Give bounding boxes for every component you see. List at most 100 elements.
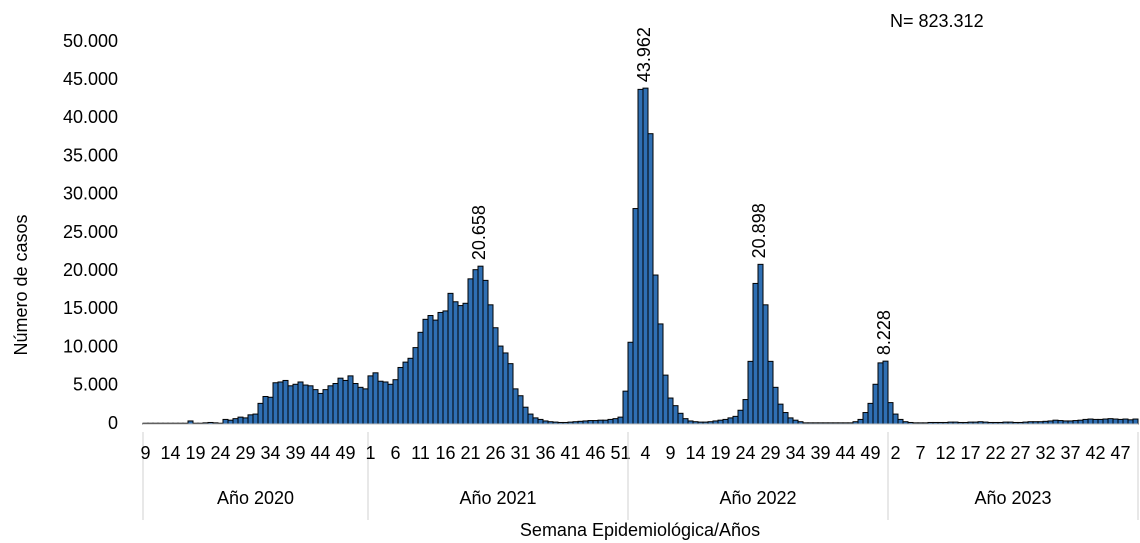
group-label: Año 2020	[217, 488, 294, 508]
bar	[1127, 419, 1134, 425]
bar	[457, 305, 464, 425]
x-tick-label: 19	[710, 443, 730, 463]
bar	[892, 413, 899, 425]
y-tick-label: 45.000	[63, 69, 118, 89]
bar	[592, 420, 599, 425]
y-axis-title: Número de casos	[11, 214, 31, 355]
x-tick-label: 4	[640, 443, 650, 463]
y-tick-label: 20.000	[63, 260, 118, 280]
bar	[1087, 418, 1094, 425]
bar	[1102, 418, 1109, 425]
x-tick-label: 29	[760, 443, 780, 463]
bar	[657, 323, 664, 425]
x-tick-label: 12	[935, 443, 955, 463]
bar	[897, 418, 904, 425]
bar	[527, 413, 534, 425]
value-label: 20.658	[469, 205, 489, 260]
x-tick-label: 24	[210, 443, 230, 463]
bar	[772, 386, 779, 425]
value-label: 20.898	[749, 203, 769, 258]
bar	[622, 390, 629, 425]
bar	[782, 412, 789, 425]
bar	[682, 418, 689, 425]
x-tick-label: 11	[411, 443, 430, 463]
bar	[1117, 418, 1124, 425]
x-tick-label: 42	[1085, 443, 1105, 463]
x-tick-label: 39	[285, 443, 305, 463]
bar	[452, 301, 459, 425]
bar	[422, 318, 429, 425]
bar	[752, 282, 759, 425]
bar	[617, 416, 624, 425]
bar	[1112, 418, 1119, 425]
x-tick-label: 6	[390, 443, 400, 463]
group-label: Año 2022	[719, 488, 796, 508]
bar	[257, 402, 264, 425]
group-label: Año 2023	[974, 488, 1051, 508]
x-tick-label: 44	[835, 443, 855, 463]
bar	[662, 374, 669, 425]
bar	[292, 383, 299, 425]
bar	[367, 375, 374, 425]
x-tick-label: 17	[960, 443, 980, 463]
x-tick-label: 21	[460, 443, 480, 463]
x-tick-label: 1	[365, 443, 375, 463]
bar	[1092, 418, 1099, 425]
x-tick-label: 16	[435, 443, 455, 463]
bar	[262, 395, 269, 425]
x-tick-label: 9	[140, 443, 150, 463]
bar	[277, 381, 284, 425]
bar	[1132, 418, 1139, 425]
bar	[717, 419, 724, 425]
bar	[447, 292, 454, 425]
bar	[667, 397, 674, 425]
x-tick-label: 49	[860, 443, 880, 463]
bar	[742, 399, 749, 425]
bar	[332, 383, 339, 425]
x-tick-label: 51	[610, 443, 630, 463]
x-tick-label: 31	[510, 443, 530, 463]
bar	[647, 133, 654, 425]
x-tick-label: 46	[585, 443, 605, 463]
bar	[487, 304, 494, 425]
bar	[722, 418, 729, 425]
bar	[607, 418, 614, 425]
bar	[477, 265, 484, 425]
x-tick-label: 32	[1035, 443, 1055, 463]
bar	[1082, 418, 1089, 425]
x-tick-label: 24	[735, 443, 755, 463]
bar	[602, 419, 609, 425]
bar	[862, 412, 869, 425]
bar	[432, 319, 439, 425]
x-tick-label: 2	[890, 443, 900, 463]
y-tick-label: 5.000	[73, 375, 118, 395]
bar	[747, 360, 754, 425]
bar	[232, 418, 239, 425]
bar	[272, 382, 279, 425]
x-tick-label: 49	[335, 443, 355, 463]
bar	[867, 402, 874, 425]
x-tick-label: 29	[235, 443, 255, 463]
bar	[252, 413, 259, 425]
x-tick-label: 41	[560, 443, 580, 463]
bar	[412, 347, 419, 425]
bar	[297, 381, 304, 425]
bar	[342, 379, 349, 425]
bar	[307, 385, 314, 425]
bar	[597, 419, 604, 425]
value-label: 43.962	[634, 27, 654, 82]
bar	[247, 414, 254, 425]
bar	[1077, 419, 1084, 425]
y-tick-label: 50.000	[63, 31, 118, 51]
x-tick-label: 34	[260, 443, 280, 463]
bar	[762, 304, 769, 425]
bar	[1057, 420, 1064, 425]
value-label: 8.228	[874, 310, 894, 355]
bar	[642, 87, 649, 425]
bar	[497, 345, 504, 425]
bar	[737, 409, 744, 425]
x-tick-label: 14	[160, 443, 180, 463]
bar	[1122, 418, 1129, 425]
bar	[327, 385, 334, 425]
